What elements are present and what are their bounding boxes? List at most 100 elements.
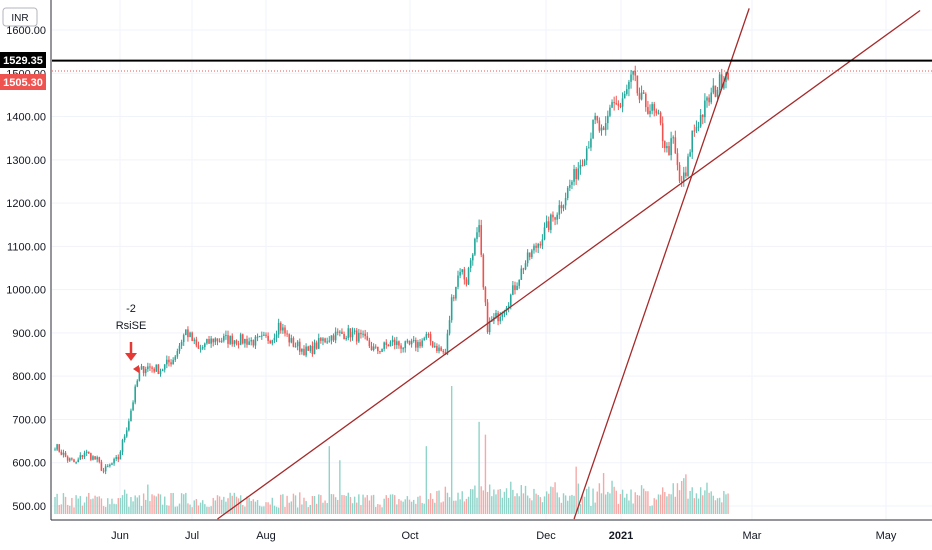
candle-body: [220, 340, 223, 342]
candle-body: [263, 334, 265, 336]
last-price-tag[interactable]: 1505.30: [0, 74, 46, 90]
candle: [659, 111, 662, 126]
volume-bar: [256, 500, 259, 514]
currency-badge[interactable]: INR: [2, 7, 38, 27]
volume-bar: [387, 497, 390, 514]
candle-body: [159, 371, 162, 374]
candle: [332, 333, 335, 342]
volume-bar: [486, 491, 489, 514]
candle: [666, 142, 668, 153]
candle: [552, 211, 554, 222]
hline-price-tag[interactable]: 1529.35: [0, 52, 46, 68]
candle-body: [239, 334, 242, 345]
volume-bar: [716, 498, 719, 514]
trendline[interactable]: [217, 10, 921, 520]
candle: [248, 337, 250, 346]
volume-bar: [398, 498, 400, 514]
candle: [634, 65, 637, 82]
candle-body: [550, 214, 552, 230]
volume-bar: [220, 499, 223, 514]
candle: [102, 467, 105, 474]
candle-body: [674, 137, 677, 154]
candle-body: [381, 348, 383, 352]
candle: [144, 366, 147, 377]
candle: [459, 268, 461, 279]
volume-bar: [330, 494, 333, 514]
x-tick-label: Jul: [185, 530, 199, 542]
volume-bar: [651, 505, 653, 514]
candle-body: [457, 275, 459, 287]
volume-bar: [92, 498, 94, 514]
candle-body: [476, 232, 478, 239]
candle: [645, 92, 647, 112]
volume-bar: [164, 496, 166, 514]
candle-body: [393, 339, 396, 346]
volume-bar: [630, 489, 632, 514]
candle: [339, 330, 341, 337]
volume-bar: [423, 503, 425, 514]
volume-bar: [56, 493, 58, 514]
volume-bar: [339, 460, 341, 514]
volume-bar: [440, 502, 442, 514]
candle: [138, 367, 141, 382]
candle: [617, 100, 620, 111]
volume-bar: [351, 503, 354, 514]
trendlines-layer[interactable]: [217, 8, 921, 520]
candle: [649, 104, 651, 118]
candle: [182, 333, 185, 346]
volume-bar: [246, 496, 248, 514]
volume-bar: [666, 496, 668, 514]
candle: [343, 331, 345, 340]
candle-body: [575, 169, 577, 180]
candle: [712, 78, 715, 95]
candle: [132, 400, 134, 411]
candle-body: [130, 410, 132, 422]
candle: [663, 140, 666, 153]
volume-bar: [501, 497, 504, 514]
candle-body: [647, 107, 649, 114]
candle: [79, 452, 82, 460]
candle-body: [377, 346, 379, 352]
candle: [176, 348, 179, 359]
volume-bar: [218, 496, 221, 514]
candle: [693, 124, 696, 137]
candle: [543, 222, 546, 241]
volume-bar: [277, 507, 280, 514]
candle: [653, 101, 656, 117]
candle-body: [659, 112, 662, 124]
candle-body: [615, 103, 618, 105]
candle: [168, 356, 170, 367]
candle: [640, 85, 643, 101]
volume-bar: [514, 496, 516, 514]
candle: [377, 346, 379, 355]
volume-bar: [459, 499, 461, 514]
candle-body: [136, 380, 139, 387]
candle: [566, 185, 569, 201]
candle: [322, 337, 324, 346]
volume-bar: [710, 491, 712, 514]
volume-bar: [307, 507, 309, 514]
volume-bar: [529, 498, 531, 514]
candle: [391, 335, 394, 346]
candle: [286, 330, 288, 337]
hline-layer[interactable]: [52, 59, 932, 72]
candle: [279, 321, 282, 334]
candle-body: [712, 85, 715, 93]
candle-body: [512, 285, 514, 295]
candle-body: [480, 225, 483, 255]
volume-bar: [166, 505, 168, 514]
candle: [615, 95, 618, 106]
candle: [564, 192, 567, 210]
volume-bar: [75, 495, 77, 514]
candle: [54, 447, 56, 451]
candle: [514, 281, 516, 295]
candle: [163, 364, 166, 373]
trendline[interactable]: [573, 8, 750, 520]
volume-bar: [231, 495, 233, 514]
candle-body: [533, 245, 535, 251]
candle: [541, 234, 544, 250]
candle-body: [423, 338, 426, 341]
candle: [106, 464, 109, 468]
volume-bar: [273, 505, 276, 514]
